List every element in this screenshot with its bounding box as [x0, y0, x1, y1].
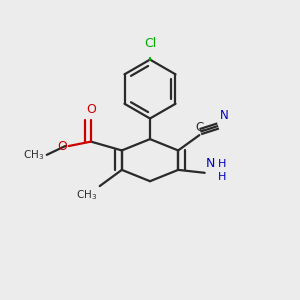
- Text: CH$_3$: CH$_3$: [76, 188, 98, 202]
- Text: N: N: [206, 158, 215, 170]
- Text: O: O: [58, 140, 67, 152]
- Text: H: H: [218, 159, 226, 169]
- Text: C: C: [195, 121, 203, 134]
- Text: O: O: [86, 103, 96, 116]
- Text: CH$_3$: CH$_3$: [23, 148, 44, 162]
- Text: N: N: [220, 110, 229, 122]
- Text: H: H: [218, 172, 226, 182]
- Text: Cl: Cl: [144, 37, 156, 50]
